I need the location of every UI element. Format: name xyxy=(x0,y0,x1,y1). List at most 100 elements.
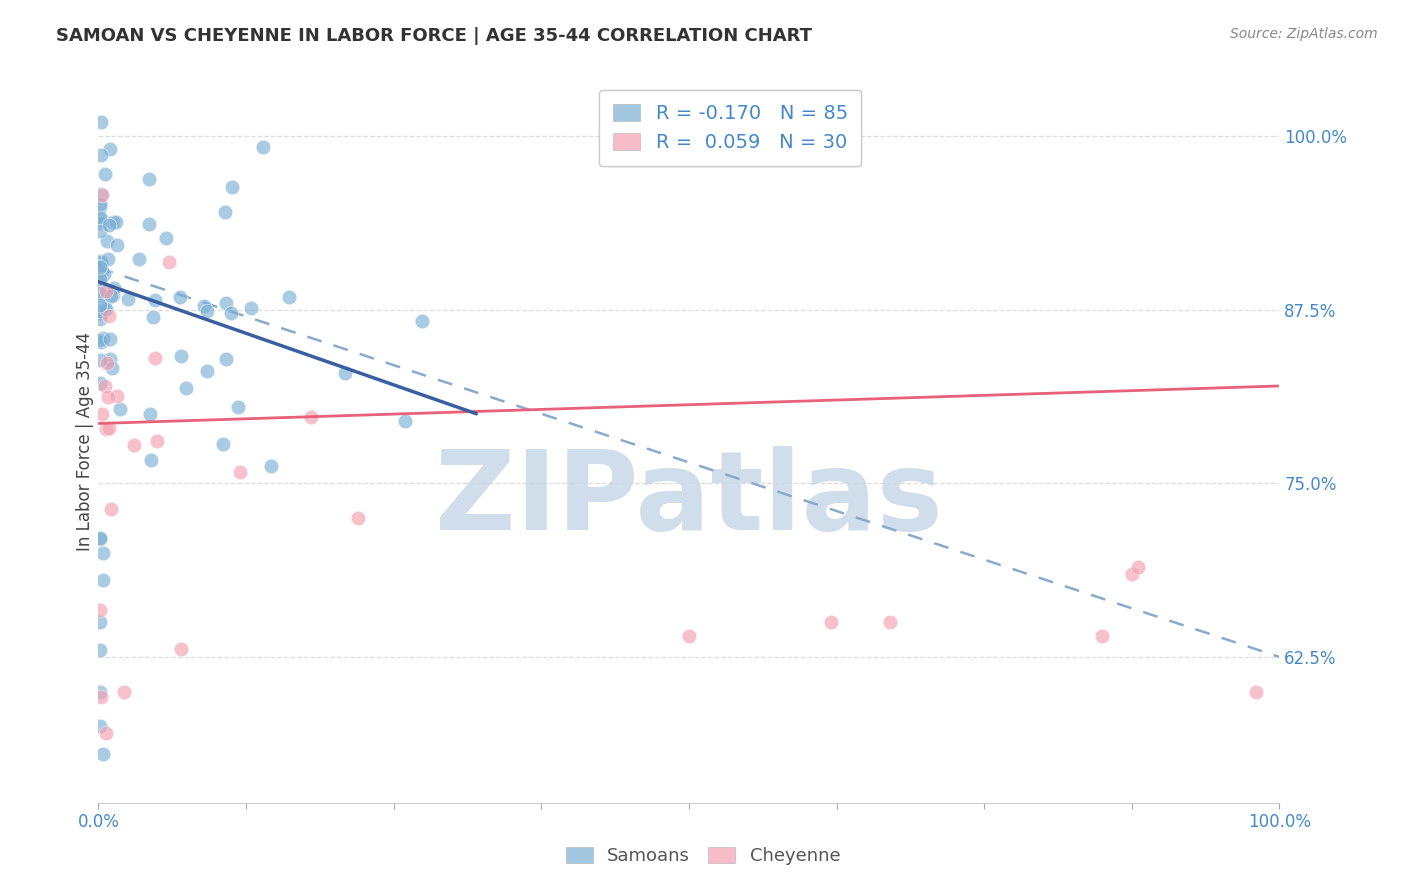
Point xyxy=(89,311,111,326)
Point xyxy=(89,531,111,545)
Point xyxy=(103,281,125,295)
Point xyxy=(97,252,120,266)
Point xyxy=(219,306,242,320)
Point xyxy=(100,289,122,303)
Point xyxy=(212,436,235,450)
Point xyxy=(128,252,150,266)
Point xyxy=(89,684,111,698)
Point xyxy=(90,115,112,129)
Point xyxy=(98,310,121,324)
Point xyxy=(101,215,124,229)
Point xyxy=(195,304,218,318)
Point xyxy=(169,350,191,364)
Point xyxy=(93,267,115,281)
Point xyxy=(89,719,111,733)
Point xyxy=(89,260,111,274)
Point xyxy=(98,142,121,156)
Point xyxy=(299,410,322,425)
Point xyxy=(89,259,111,273)
Point xyxy=(333,366,356,380)
Point xyxy=(94,422,117,436)
Point xyxy=(91,263,114,277)
Point xyxy=(221,180,243,194)
Point xyxy=(89,212,111,227)
Point xyxy=(91,747,114,761)
Point xyxy=(252,139,274,153)
Point xyxy=(1121,566,1143,581)
Point xyxy=(90,148,112,162)
Point xyxy=(105,389,128,403)
Point xyxy=(239,301,262,315)
Point xyxy=(215,351,238,366)
Point xyxy=(89,304,111,318)
Point xyxy=(89,200,111,214)
Legend: Samoans, Cheyenne: Samoans, Cheyenne xyxy=(557,838,849,874)
Point xyxy=(259,458,281,473)
Point xyxy=(820,615,842,630)
Point xyxy=(411,314,433,328)
Point xyxy=(90,186,112,201)
Point xyxy=(89,615,111,630)
Point xyxy=(90,690,112,704)
Text: Source: ZipAtlas.com: Source: ZipAtlas.com xyxy=(1230,27,1378,41)
Point xyxy=(215,296,238,310)
Point xyxy=(89,306,111,320)
Point xyxy=(89,288,111,302)
Point xyxy=(89,352,111,367)
Point xyxy=(138,217,160,231)
Point xyxy=(98,332,121,346)
Point xyxy=(98,218,121,232)
Point xyxy=(226,400,249,414)
Point xyxy=(195,363,218,377)
Point xyxy=(169,290,191,304)
Point xyxy=(138,172,160,186)
Point xyxy=(678,629,700,643)
Point xyxy=(347,511,370,525)
Point xyxy=(91,546,114,560)
Point xyxy=(879,615,901,630)
Point xyxy=(90,255,112,269)
Point xyxy=(104,215,127,229)
Point xyxy=(170,641,193,656)
Point xyxy=(89,376,111,390)
Point xyxy=(193,299,215,313)
Point xyxy=(96,355,118,369)
Point xyxy=(89,334,111,348)
Point xyxy=(89,603,111,617)
Point xyxy=(142,310,165,324)
Point xyxy=(100,501,122,516)
Point xyxy=(91,188,114,202)
Point xyxy=(94,167,117,181)
Point xyxy=(91,408,114,422)
Point xyxy=(117,292,139,306)
Point xyxy=(89,211,111,225)
Point xyxy=(174,380,197,394)
Point xyxy=(277,290,299,304)
Point xyxy=(89,276,111,290)
Point xyxy=(139,407,162,421)
Point xyxy=(155,231,177,245)
Point xyxy=(94,726,117,740)
Point xyxy=(101,360,124,375)
Point xyxy=(1126,559,1149,574)
Point xyxy=(97,421,120,435)
Point xyxy=(1244,684,1267,698)
Point xyxy=(90,334,112,349)
Point xyxy=(94,379,117,393)
Point xyxy=(139,453,162,467)
Point xyxy=(1091,629,1114,643)
Point xyxy=(112,684,135,698)
Point xyxy=(98,351,121,366)
Point xyxy=(89,285,111,300)
Point xyxy=(89,271,111,285)
Point xyxy=(157,255,180,269)
Point xyxy=(89,298,111,312)
Point xyxy=(96,234,118,248)
Point xyxy=(146,434,169,448)
Point xyxy=(89,643,111,657)
Legend: R = -0.170   N = 85, R =  0.059   N = 30: R = -0.170 N = 85, R = 0.059 N = 30 xyxy=(599,90,862,166)
Point xyxy=(89,532,111,546)
Point xyxy=(89,258,111,272)
Point xyxy=(143,351,166,366)
Point xyxy=(89,254,111,268)
